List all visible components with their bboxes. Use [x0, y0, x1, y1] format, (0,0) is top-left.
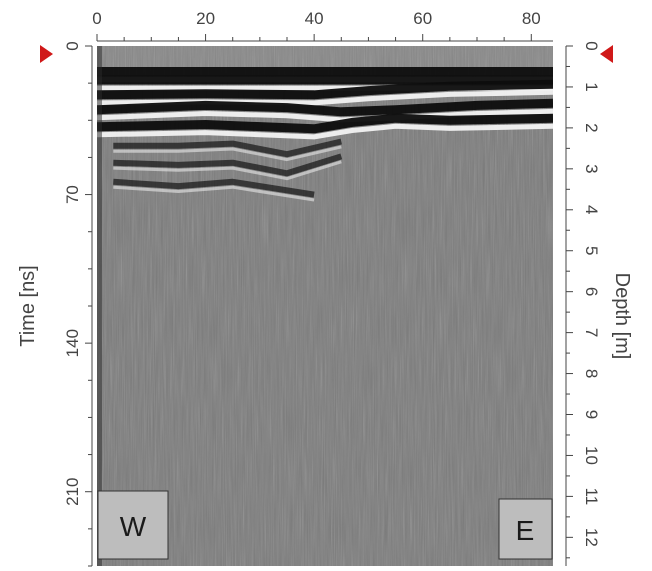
x-tick-label: 80 — [522, 9, 541, 28]
reflector-band-dark — [113, 153, 343, 177]
east-label-box — [498, 498, 553, 560]
x-tick-label: 0 — [92, 9, 101, 28]
radargram-plot — [97, 46, 553, 566]
depth-tick-label: 4 — [582, 205, 601, 214]
time-tick-label: 0 — [63, 41, 82, 50]
depth-tick-label: 2 — [582, 123, 601, 132]
reflector-band-light — [113, 185, 315, 202]
depth-tick-label: 7 — [582, 328, 601, 337]
depth-tick-label: 9 — [582, 410, 601, 419]
time-tick-label: 70 — [63, 185, 82, 204]
west-label: W — [97, 490, 169, 560]
depth-tick-label: 6 — [582, 287, 601, 296]
depth-tick-label: 10 — [582, 446, 601, 465]
reflector-band-dark — [113, 178, 315, 198]
depth-tick-label: 1 — [582, 82, 601, 91]
x-tick-label: 40 — [305, 9, 324, 28]
time-axis-ticks: 0 70 140 210 — [63, 41, 92, 567]
time-tick-label: 210 — [63, 478, 82, 506]
x-axis-ticks: 0 20 40 60 80 — [92, 9, 541, 41]
west-label-text: W — [120, 511, 147, 542]
left-red-triangle-marker — [40, 45, 53, 63]
depth-axis-title: Depth [m] — [611, 273, 633, 360]
depth-tick-label: 12 — [582, 528, 601, 547]
right-red-triangle-marker — [600, 45, 613, 63]
reflector-band-light — [113, 160, 342, 181]
depth-tick-label: 3 — [582, 164, 601, 173]
depth-tick-label: 8 — [582, 369, 601, 378]
reflector-band-light — [97, 123, 553, 140]
west-label-box — [97, 490, 169, 560]
reflector-band-dark — [97, 98, 553, 117]
east-label-text: E — [516, 515, 535, 546]
depth-tick-label: 5 — [582, 246, 601, 255]
reflector-band-light — [113, 145, 342, 162]
east-label: E — [498, 498, 553, 560]
reflector-layer — [97, 67, 553, 202]
depth-tick-label: 11 — [582, 488, 601, 506]
reflector-band-dark — [97, 113, 553, 134]
reflector-band-dark — [97, 79, 553, 100]
time-tick-label: 140 — [63, 329, 82, 357]
x-tick-label: 60 — [413, 9, 432, 28]
left-edge-strip — [97, 46, 102, 566]
reflector-band-dark — [113, 138, 342, 158]
depth-tick-label: 0 — [582, 41, 601, 50]
x-tick-label: 20 — [196, 9, 215, 28]
time-axis-title: Time [ns] — [17, 265, 39, 347]
